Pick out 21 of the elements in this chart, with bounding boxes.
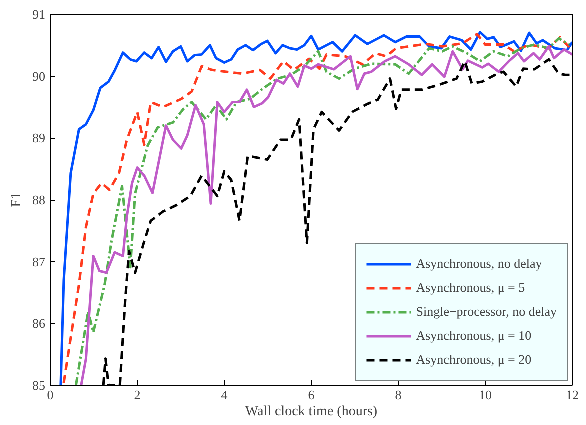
y-tick-label: 88: [32, 192, 46, 208]
x-tick-label: 2: [134, 388, 141, 402]
legend-label: Single−processor, no delay: [416, 303, 557, 321]
y-axis-title: F1: [10, 192, 24, 208]
y-tick-label: 87: [32, 254, 46, 270]
legend-label: Asynchronous, μ = 5: [416, 279, 526, 297]
y-tick-label: 86: [32, 316, 46, 332]
x-tick-label: 0: [47, 388, 54, 402]
y-tick-label: 89: [32, 130, 46, 146]
legend-label: Asynchronous, μ = 10: [416, 327, 532, 345]
x-tick-label: 10: [479, 388, 492, 402]
x-tick-label: 8: [395, 388, 402, 402]
x-axis-title: Wall clock time (hours): [245, 404, 378, 420]
legend-label: Asynchronous, μ = 20: [416, 351, 532, 369]
y-tick-label: 90: [32, 68, 46, 84]
y-tick-label: 85: [32, 378, 46, 393]
x-tick-label: 6: [308, 388, 316, 402]
legend-label: Asynchronous, no delay: [416, 255, 542, 273]
x-tick-label: 4: [221, 388, 228, 402]
y-tick-label: 91: [32, 7, 46, 22]
x-tick-label: 12: [566, 388, 579, 402]
